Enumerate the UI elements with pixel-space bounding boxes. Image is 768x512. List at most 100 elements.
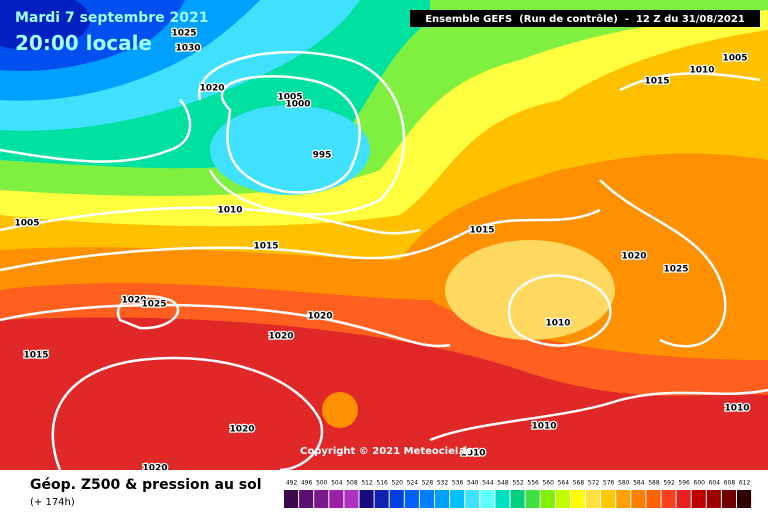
scale-swatch bbox=[646, 490, 661, 508]
scale-swatch bbox=[616, 490, 631, 508]
isobar-label: 1020 bbox=[199, 84, 224, 94]
scale-swatch bbox=[435, 490, 450, 508]
isobar-label: 1005 bbox=[277, 93, 302, 103]
copyright: Copyright © 2021 Meteociel.fr bbox=[300, 446, 471, 457]
date: Mardi 7 septembre 2021 bbox=[15, 10, 208, 26]
scale-label: 540 bbox=[467, 480, 479, 487]
scale-label: 508 bbox=[346, 480, 358, 487]
scale-label: 580 bbox=[618, 480, 630, 487]
isobar-label: 1020 bbox=[121, 296, 146, 306]
isobar-label: 1025 bbox=[171, 29, 196, 39]
scale-label: 492 bbox=[286, 480, 298, 487]
isobar-label: 1010 bbox=[724, 404, 749, 414]
isobar-label: 1020 bbox=[229, 425, 254, 435]
scale-label: 524 bbox=[407, 480, 419, 487]
isobar-label: 995 bbox=[313, 151, 332, 161]
scale-swatch bbox=[329, 490, 344, 508]
scale-label: 600 bbox=[694, 480, 706, 487]
scale-label: 544 bbox=[482, 480, 494, 487]
scale-swatch bbox=[721, 490, 736, 508]
field bbox=[0, 0, 768, 470]
footer-title: Géop. Z500 & pression au sol bbox=[30, 477, 262, 493]
scale-label: 500 bbox=[316, 480, 328, 487]
color-scale: 492 496 500 504 508 512 516 520 524 528 532 536 540 5… bbox=[284, 480, 752, 508]
scale-swatch bbox=[284, 490, 299, 508]
scale-swatch bbox=[586, 490, 601, 508]
scale-label: 548 bbox=[497, 480, 509, 487]
scale-label: 512 bbox=[361, 480, 373, 487]
isobar-label: 1015 bbox=[23, 351, 48, 361]
isobar-label: 1015 bbox=[253, 242, 278, 252]
scale-label: 568 bbox=[573, 480, 585, 487]
scale-label: 612 bbox=[739, 480, 751, 487]
scale-swatch bbox=[314, 490, 329, 508]
scale-label: 504 bbox=[331, 480, 343, 487]
scale-label: 588 bbox=[648, 480, 660, 487]
scale-label: 576 bbox=[603, 480, 615, 487]
scale-swatch bbox=[555, 490, 570, 508]
scale-swatch bbox=[691, 490, 706, 508]
scale-label: 596 bbox=[678, 480, 690, 487]
scale-swatch bbox=[631, 490, 646, 508]
scale-label: 532 bbox=[437, 480, 449, 487]
scale-label: 520 bbox=[392, 480, 404, 487]
scale-swatch bbox=[706, 490, 721, 508]
scale-label: 536 bbox=[452, 480, 464, 487]
scale-swatch bbox=[465, 490, 480, 508]
scale-swatch bbox=[540, 490, 555, 508]
scale-swatch bbox=[480, 490, 495, 508]
scale-swatch bbox=[404, 490, 419, 508]
isobar-label: 1015 bbox=[469, 226, 494, 236]
scale-label: 516 bbox=[376, 480, 388, 487]
scale-swatch bbox=[359, 490, 374, 508]
scale-swatch bbox=[419, 490, 434, 508]
isobar-label: 1010 bbox=[217, 206, 242, 216]
scale-swatch bbox=[344, 490, 359, 508]
scale-label: 608 bbox=[724, 480, 736, 487]
banner: Ensemble GEFS (Run de contrôle) - 12 Z d… bbox=[425, 13, 745, 25]
scale-label: 604 bbox=[709, 480, 721, 487]
scale-label: 572 bbox=[588, 480, 600, 487]
isobar-label: 1025 bbox=[141, 300, 166, 310]
isobar-label: 1020 bbox=[268, 332, 293, 342]
isobar-label: 1015 bbox=[644, 77, 669, 87]
isobar-label: 1010 bbox=[689, 66, 714, 76]
scale-swatch bbox=[570, 490, 585, 508]
isobar-label: 1010 bbox=[545, 319, 570, 329]
scale-swatch bbox=[450, 490, 465, 508]
isobar-label: 1020 bbox=[621, 252, 646, 262]
isobar-label: 1030 bbox=[175, 44, 200, 54]
isobar-label: 1025 bbox=[663, 265, 688, 275]
scale-swatch bbox=[495, 490, 510, 508]
scale-label: 496 bbox=[301, 480, 313, 487]
scale-swatch bbox=[737, 490, 752, 508]
scale-label: 552 bbox=[512, 480, 524, 487]
scale-label: 528 bbox=[422, 480, 434, 487]
scale-swatch bbox=[389, 490, 404, 508]
scale-label: 560 bbox=[543, 480, 555, 487]
footer-subtitle: (+ 174h) bbox=[30, 497, 75, 508]
scale-label: 592 bbox=[663, 480, 675, 487]
isobars bbox=[0, 50, 768, 472]
isobar-label: 1005 bbox=[722, 54, 747, 64]
scale-label: 584 bbox=[633, 480, 645, 487]
isobar-label: 1010 bbox=[460, 449, 485, 459]
local-time: 20:00 locale bbox=[15, 31, 152, 55]
scale-swatch bbox=[661, 490, 676, 508]
scale-swatch bbox=[601, 490, 616, 508]
isobar-label: 1020 bbox=[307, 312, 332, 322]
isobar-label: 1005 bbox=[14, 219, 39, 229]
scale-label: 564 bbox=[558, 480, 570, 487]
scale-swatch bbox=[299, 490, 314, 508]
scale-swatch bbox=[374, 490, 389, 508]
scale-label: 556 bbox=[527, 480, 539, 487]
isobar-label: 1010 bbox=[531, 422, 556, 432]
isobar-labels: 1025 1030 1020 1005 1000 995 1010 1005 1… bbox=[13, 27, 751, 475]
scale-swatch bbox=[510, 490, 525, 508]
banner-box bbox=[410, 10, 760, 27]
isobar-label: 1000 bbox=[285, 100, 310, 110]
scale-swatch bbox=[525, 490, 540, 508]
scale-swatch bbox=[676, 490, 691, 508]
